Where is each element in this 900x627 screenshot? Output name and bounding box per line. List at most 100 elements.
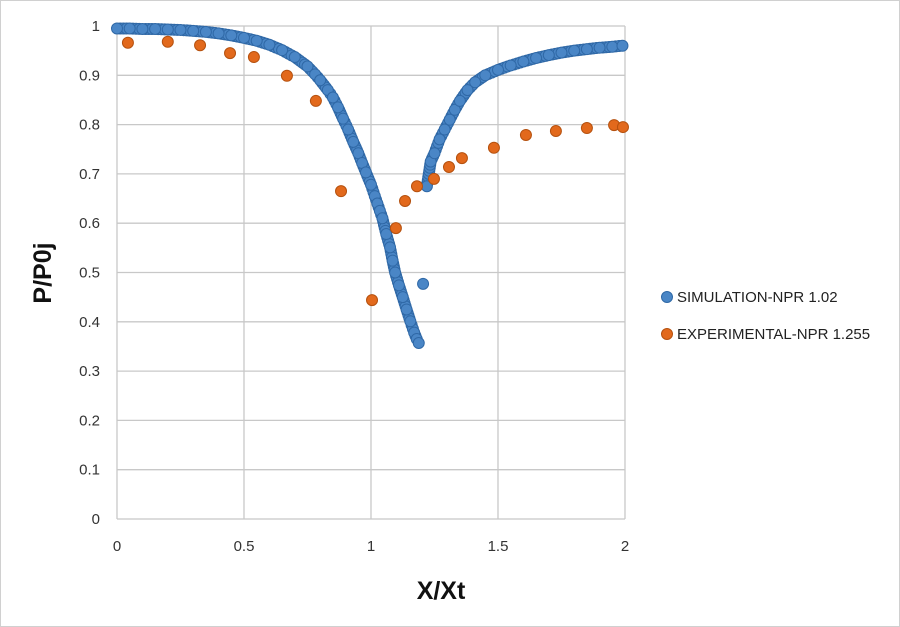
simulation-point: [433, 133, 446, 146]
experimental-point: [194, 39, 207, 52]
simulation-point: [461, 84, 474, 97]
simulation-point: [376, 212, 389, 225]
simulation-point: [438, 123, 451, 136]
experimental-point: [487, 141, 500, 154]
experimental-point: [280, 69, 293, 82]
legend-label-simulation: SIMULATION-NPR 1.02: [677, 289, 838, 306]
simulation-point: [504, 59, 517, 72]
y-tick-label: 0.8: [79, 117, 100, 134]
legend-item-experimental: EXPERIMENTAL-NPR 1.255: [661, 326, 870, 343]
y-tick-label: 0.6: [79, 215, 100, 232]
experimental-point: [161, 35, 174, 48]
simulation-point: [392, 279, 405, 292]
y-tick-label: 0.2: [79, 412, 100, 429]
simulation-point: [149, 22, 162, 35]
simulation-point: [276, 44, 289, 57]
experimental-point: [389, 222, 402, 235]
simulation-point: [250, 34, 263, 47]
simulation-point: [400, 303, 413, 316]
legend: SIMULATION-NPR 1.02 EXPERIMENTAL-NPR 1.2…: [661, 289, 870, 343]
simulation-point: [428, 147, 441, 160]
experimental-point: [616, 121, 629, 134]
simulation-point: [404, 315, 417, 328]
legend-marker-simulation: [661, 291, 673, 303]
legend-marker-experimental: [661, 328, 673, 340]
simulation-point: [136, 22, 149, 35]
tick-labels: 0 0.1 0.2 0.3 0.4 0.5 0.6 0.7 0.8 0.9 1 0 0.5 1 1.5 2: [79, 18, 629, 555]
simulation-point: [314, 74, 327, 87]
y-tick-label: 0.5: [79, 265, 100, 282]
experimental-point: [427, 172, 440, 185]
simulation-point: [380, 228, 393, 241]
simulation-point: [389, 266, 402, 279]
experimental-point: [224, 47, 237, 60]
simulation-point: [453, 94, 466, 107]
y-tick-label: 1: [92, 18, 100, 35]
simulation-point: [469, 76, 482, 89]
y-tick-label: 0.4: [79, 314, 100, 331]
simulation-point: [396, 291, 409, 304]
simulation-point: [337, 112, 350, 125]
series-experimental: [121, 35, 629, 307]
experimental-point: [247, 51, 260, 64]
simulation-point: [263, 38, 276, 51]
x-tick-label: 1.5: [488, 538, 509, 555]
simulation-point: [326, 91, 339, 104]
simulation-point: [359, 166, 372, 179]
simulation-point: [580, 43, 593, 56]
experimental-point: [399, 195, 412, 208]
experimental-point: [442, 160, 455, 173]
experimental-point: [455, 152, 468, 165]
simulation-point: [448, 103, 461, 116]
simulation-point: [593, 41, 606, 54]
x-tick-label: 2: [621, 538, 629, 555]
simulation-point: [342, 123, 355, 136]
experimental-point: [580, 122, 593, 135]
y-tick-label: 0.7: [79, 166, 100, 183]
y-axis-title: P/P0j: [29, 242, 57, 303]
simulation-point: [161, 23, 174, 36]
x-tick-label: 0.5: [234, 538, 255, 555]
simulation-point: [174, 23, 187, 36]
simulation-point: [412, 336, 425, 349]
data-points: [111, 22, 629, 349]
experimental-point: [335, 185, 348, 198]
simulation-point: [365, 178, 377, 191]
y-tick-label: 0.1: [79, 462, 100, 479]
simulation-point: [225, 29, 238, 42]
simulation-point: [443, 113, 456, 126]
simulation-point: [384, 241, 397, 254]
simulation-point: [347, 135, 360, 148]
simulation-point: [517, 55, 530, 68]
x-axis-title: X/Xt: [417, 577, 466, 605]
simulation-point: [568, 44, 581, 57]
simulation-point: [555, 46, 568, 59]
x-tick-label: 1: [367, 538, 375, 555]
experimental-point: [410, 180, 423, 193]
y-tick-label: 0: [92, 511, 100, 528]
simulation-point: [301, 60, 314, 73]
simulation-point: [238, 31, 250, 44]
series-simulation: [111, 22, 629, 349]
x-tick-label: 0: [113, 538, 121, 555]
simulation-point: [123, 22, 136, 35]
legend-item-simulation: SIMULATION-NPR 1.02: [661, 289, 838, 306]
experimental-point: [549, 125, 562, 138]
simulation-point: [352, 147, 365, 160]
legend-label-experimental: EXPERIMENTAL-NPR 1.255: [677, 326, 870, 343]
simulation-point: [288, 51, 301, 64]
simulation-point: [417, 277, 430, 290]
simulation-point: [492, 63, 504, 76]
simulation-point: [542, 49, 555, 62]
y-tick-label: 0.3: [79, 363, 100, 380]
simulation-point: [479, 69, 492, 82]
simulation-point: [386, 254, 399, 267]
simulation-point: [616, 39, 629, 52]
simulation-point: [212, 27, 225, 40]
experimental-point: [366, 294, 379, 307]
experimental-point: [519, 128, 532, 141]
y-tick-label: 0.9: [79, 67, 100, 84]
experimental-point: [309, 94, 322, 107]
